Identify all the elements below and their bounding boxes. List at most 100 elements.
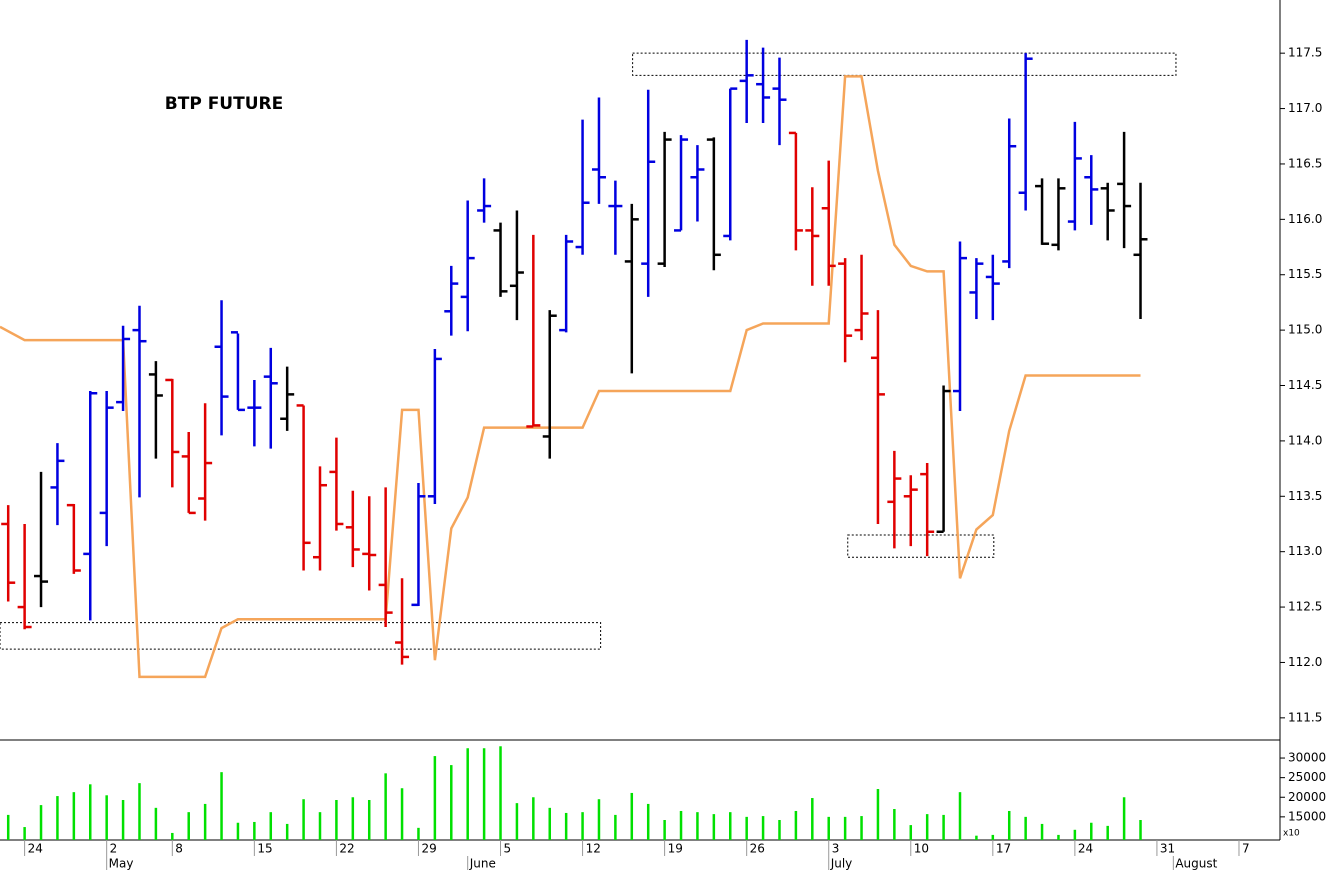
chart-title: BTP FUTURE — [165, 94, 283, 114]
y-tick-label: 20000 — [1288, 790, 1326, 804]
y-tick-label: 30000 — [1288, 751, 1326, 765]
y-tick-label: 15000 — [1288, 809, 1326, 823]
volume-bar — [1090, 822, 1093, 840]
volume-bar — [712, 814, 716, 840]
volume-bar — [482, 748, 486, 840]
x-tick-label: 24 — [28, 842, 43, 856]
volume-bar — [318, 812, 322, 840]
volume-bar — [958, 792, 962, 840]
volume-bar — [302, 799, 305, 840]
volume-bar — [433, 756, 437, 840]
volume-bar — [187, 812, 190, 840]
volume-bar — [794, 810, 798, 840]
volume-bar — [400, 788, 404, 840]
volume-bar — [696, 812, 699, 840]
channel-line — [0, 75, 1141, 679]
volume-bar — [285, 823, 289, 840]
volume-bar — [72, 792, 76, 840]
month-label: June — [469, 857, 496, 870]
volume-bar — [975, 835, 978, 840]
volume-bar — [367, 800, 371, 840]
volume-bar — [663, 820, 666, 840]
y-tick-label: 117.5 — [1288, 46, 1322, 60]
volume-bar — [1007, 810, 1011, 840]
volume-bar — [203, 803, 207, 840]
month-label: May — [109, 857, 134, 870]
month-label: July — [830, 857, 853, 870]
volume-bar — [466, 748, 469, 840]
volume-bar — [499, 746, 502, 840]
volume-bar — [269, 812, 273, 840]
volume-bar — [39, 805, 43, 840]
zone-box — [0, 622, 602, 650]
x-tick-label: 17 — [996, 842, 1011, 856]
volume-bar — [1024, 816, 1027, 840]
volume-bar — [630, 792, 634, 840]
zone-box — [847, 534, 995, 558]
y-tick-label: 116.0 — [1288, 212, 1322, 226]
y-tick-label: 111.5 — [1288, 710, 1322, 724]
volume-bar — [991, 834, 995, 840]
volume-bar — [827, 816, 830, 840]
y-tick-label: 25000 — [1288, 770, 1326, 784]
volume-bar — [614, 814, 617, 840]
y-tick-label: 112.0 — [1288, 655, 1322, 669]
volume-bar — [335, 800, 338, 840]
volume-bar — [220, 772, 223, 840]
volume-bar — [1040, 823, 1044, 840]
volume-bar — [646, 803, 650, 840]
volume-bar — [548, 807, 551, 840]
volume-unit-note: x10 — [1283, 829, 1300, 839]
x-tick-label: 2 — [110, 842, 118, 856]
x-tick-label: 8 — [175, 842, 183, 856]
volume-bar — [6, 814, 10, 840]
x-tick-label: 5 — [504, 842, 512, 856]
volume-bar — [1057, 834, 1060, 840]
volume-bar — [811, 798, 814, 840]
volume-bar — [384, 773, 387, 840]
x-tick-label: 22 — [339, 842, 354, 856]
volume-bar — [253, 821, 256, 840]
y-tick-label: 113.0 — [1288, 544, 1322, 558]
volume-bar — [745, 816, 748, 840]
volume-bar — [23, 827, 26, 840]
x-tick-label: 3 — [832, 842, 840, 856]
volume-bar — [942, 814, 945, 840]
x-tick-label: 29 — [421, 842, 436, 856]
y-tick-label: 114.0 — [1288, 433, 1322, 447]
volume-bar — [1073, 829, 1077, 840]
volume-bar — [778, 820, 781, 840]
volume-bar — [121, 800, 125, 840]
x-tick-label: 24 — [1078, 842, 1093, 856]
volume-bar — [515, 803, 519, 840]
y-tick-label: 117.0 — [1288, 101, 1322, 115]
volume-bar — [532, 797, 535, 840]
volume-bar — [105, 795, 108, 840]
x-tick-label: 15 — [257, 842, 272, 856]
x-tick-label: 26 — [750, 842, 765, 856]
volume-bar — [843, 816, 847, 840]
volume-bar — [679, 810, 683, 840]
x-tick-label: 10 — [914, 842, 929, 856]
y-tick-label: 114.5 — [1288, 378, 1322, 392]
volume-bar — [351, 797, 355, 840]
volume-bar — [1106, 825, 1109, 840]
volume-bar — [925, 814, 929, 840]
volume-bar — [450, 765, 453, 840]
volume-bar — [876, 789, 880, 840]
x-tick-label: 7 — [1242, 842, 1250, 856]
y-tick-label: 115.5 — [1288, 267, 1322, 281]
y-tick-label: 115.0 — [1288, 323, 1322, 337]
x-tick-label: 31 — [1160, 842, 1175, 856]
volume-bar — [1139, 820, 1142, 840]
volume-bar — [1122, 797, 1126, 840]
volume-bar — [171, 832, 174, 840]
volume-bar — [893, 809, 896, 840]
volume-bar — [154, 807, 158, 840]
volume-bar — [761, 816, 765, 840]
volume-bar — [860, 816, 863, 840]
y-tick-label: 113.5 — [1288, 489, 1322, 503]
y-tick-label: 116.5 — [1288, 156, 1322, 170]
x-tick-label: 12 — [586, 842, 601, 856]
